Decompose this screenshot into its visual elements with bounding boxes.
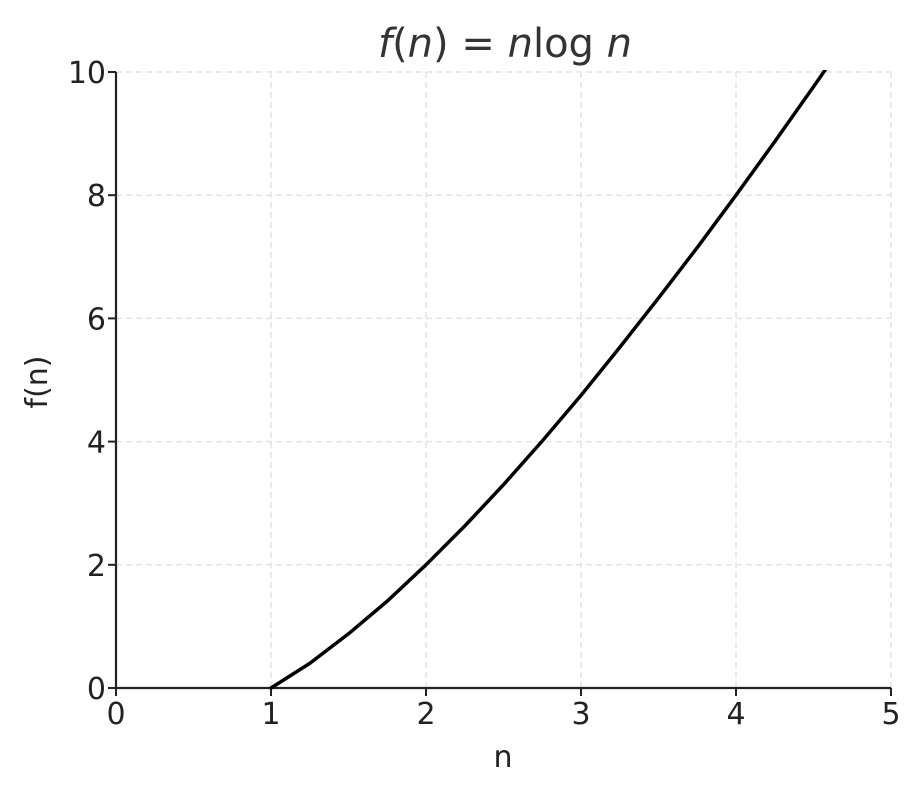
title-close-paren: ) bbox=[433, 21, 449, 67]
y-tick-label-4: 8 bbox=[87, 179, 106, 214]
title-space bbox=[594, 21, 607, 67]
axes bbox=[114, 72, 891, 690]
series-line-0 bbox=[269, 70, 828, 690]
x-axis-label: n bbox=[493, 740, 512, 775]
y-tick-label-0: 0 bbox=[87, 672, 106, 707]
y-tick-label-1: 2 bbox=[87, 549, 106, 584]
title-n1: n bbox=[408, 21, 433, 67]
title-n2: n bbox=[508, 21, 533, 67]
x-tick-label-4: 4 bbox=[726, 697, 745, 732]
x-tick-label-2: 2 bbox=[416, 697, 435, 732]
y-tick-label-3: 6 bbox=[87, 302, 106, 337]
y-tick-label-2: 4 bbox=[87, 426, 106, 461]
y-axis-label: f(n) bbox=[20, 356, 55, 409]
x-tick-label-5: 5 bbox=[881, 697, 900, 732]
title-log: log bbox=[533, 21, 594, 67]
x-tick-label-3: 3 bbox=[571, 697, 590, 732]
x-tick-label-1: 1 bbox=[261, 697, 280, 732]
y-tick-label-5: 10 bbox=[68, 56, 106, 91]
title-open-paren: ( bbox=[392, 21, 408, 67]
x-tick-label-0: 0 bbox=[106, 697, 125, 732]
title-n3: n bbox=[607, 21, 632, 67]
ticks: 0 1 2 3 4 5 0 2 4 6 8 10 bbox=[68, 56, 901, 732]
chart-title: f(n) = nlog n bbox=[378, 21, 632, 67]
title-equals: = bbox=[449, 21, 508, 67]
grid bbox=[115, 71, 892, 689]
series bbox=[269, 70, 828, 690]
